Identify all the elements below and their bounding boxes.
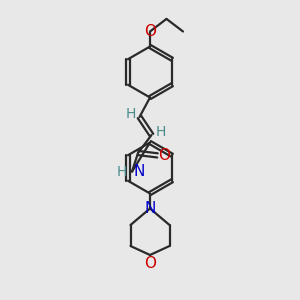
Text: O: O <box>144 24 156 39</box>
Text: H: H <box>116 165 127 178</box>
Text: H: H <box>126 107 136 121</box>
Text: N: N <box>134 164 145 179</box>
Text: O: O <box>158 148 170 163</box>
Text: H: H <box>156 125 166 139</box>
Text: N: N <box>144 201 156 216</box>
Text: O: O <box>144 256 156 271</box>
